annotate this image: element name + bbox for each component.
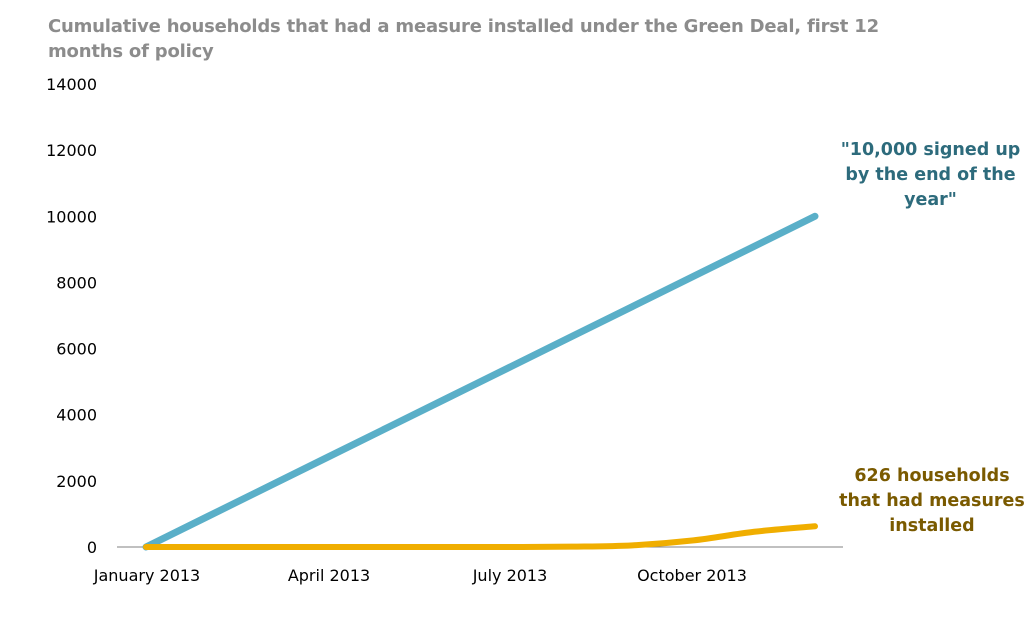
- actual-installs-annotation: 626 households that had measures install…: [839, 466, 1025, 536]
- series-line-target: [142, 212, 819, 551]
- x-tick-label: April 2013: [288, 566, 370, 585]
- x-tick-label: July 2013: [472, 566, 548, 585]
- y-tick-label: 8000: [56, 273, 97, 292]
- series-lines: [142, 212, 819, 551]
- series-line-actual: [143, 523, 818, 550]
- x-tick-label: January 2013: [93, 566, 200, 585]
- y-tick-label: 14000: [46, 75, 97, 94]
- chart-title: Cumulative households that had a measure…: [48, 16, 879, 62]
- y-tick-label: 4000: [56, 406, 97, 425]
- y-tick-label: 0: [87, 538, 97, 557]
- y-tick-label: 6000: [56, 340, 97, 359]
- x-tick-label: October 2013: [637, 566, 747, 585]
- x-axis-ticks: January 2013 April 2013 July 2013 October 2…: [93, 566, 747, 585]
- y-axis-ticks: 0 2000 4000 6000 8000 10000 12000 14000: [46, 75, 97, 557]
- y-tick-label: 12000: [46, 141, 97, 160]
- y-tick-label: 2000: [56, 472, 97, 491]
- target-annotation: "10,000 signed up by the end of the year…: [840, 140, 1021, 210]
- y-tick-label: 10000: [46, 207, 97, 226]
